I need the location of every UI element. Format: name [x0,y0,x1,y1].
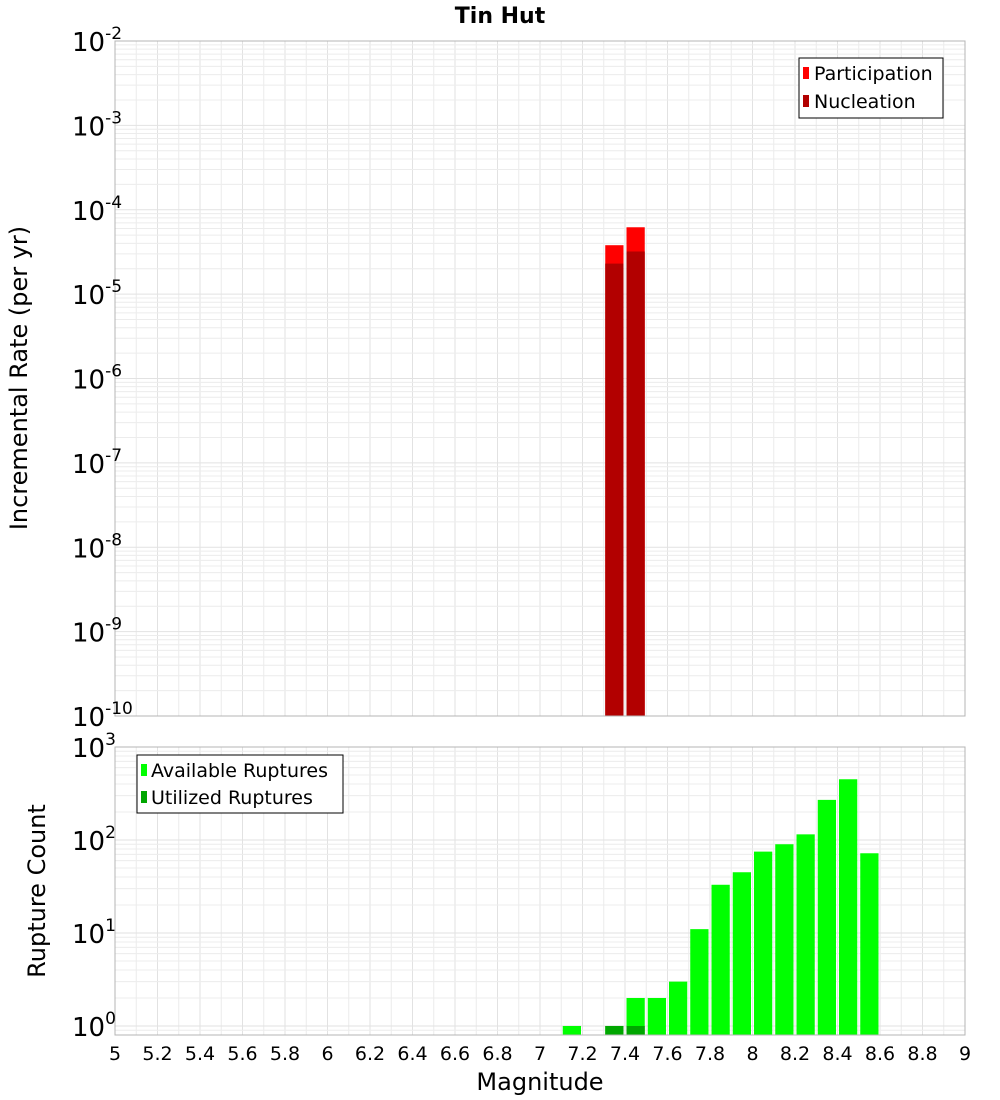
top-legend-box [798,57,944,119]
x-tick-label: 6.6 [440,1043,470,1065]
x-tick-label: 6.4 [397,1043,427,1065]
plot-frame-top [114,40,966,717]
x-tick-label: 9 [959,1043,971,1065]
bar-available-ruptures [626,997,645,1035]
y-tick-label: 10-3 [72,108,122,142]
legend-swatch-participation [803,67,809,79]
y-ticks-top: 10-10 10-9 10-8 10-7 10-6 10-5 10-4 10-3 10-2 [72,24,133,733]
x-tick-label: 7.6 [652,1043,682,1065]
x-tick-label: 8.6 [865,1043,895,1065]
legend-label-participation: Participation [814,63,933,85]
legend-label-nucleation: Nucleation [814,91,916,113]
legend-swatch-available [141,764,147,776]
x-ticks-bottom: 5 5.2 5.4 5.6 5.8 6 6.2 6.4 6.6 6.8 7 7.2 7.4 7.6 7.8 8… [109,1043,971,1065]
y-tick-label: 10-6 [72,362,122,396]
x-tick-label: 5.8 [270,1043,300,1065]
bar-available-ruptures [669,981,688,1035]
x-tick-label: 5.6 [227,1043,257,1065]
bar-available-ruptures [690,929,709,1035]
x-tick-label: 6 [321,1043,333,1065]
bar-available-ruptures [562,1025,581,1035]
bars-top [605,227,645,717]
x-tick-label: 5 [109,1043,121,1065]
y-tick-label: 10-10 [72,699,133,733]
x-tick-label: 8.8 [907,1043,937,1065]
bar-nucleation [605,263,624,716]
y-tick-label: 10-7 [72,446,122,480]
x-axis-label: Magnitude [476,1068,603,1096]
y-tick-label: 101 [72,916,116,950]
bar-available-ruptures [775,844,794,1035]
bar-utilized-ruptures [605,1025,624,1035]
x-tick-label: 7.4 [610,1043,640,1065]
bar-available-ruptures [796,834,815,1035]
bar-available-ruptures [732,872,751,1035]
x-tick-label: 7.2 [567,1043,597,1065]
x-tick-label: 7 [534,1043,546,1065]
bar-available-ruptures [711,884,730,1035]
x-tick-label: 8.2 [780,1043,810,1065]
bar-nucleation [626,251,645,716]
bottom-y-axis-label: Rupture Count [23,804,51,978]
top-plot-area: 10-10 10-9 10-8 10-7 10-6 10-5 10-4 10-3 10-2 [72,24,966,733]
bar-available-ruptures [754,851,773,1035]
x-tick-label: 5.2 [142,1043,172,1065]
y-tick-label: 10-2 [72,24,122,58]
bottom-legend-box [136,754,344,814]
bar-available-ruptures [839,779,858,1035]
y-tick-label: 10-4 [72,193,122,227]
bars-bottom [562,779,879,1035]
y-tick-label: 10-8 [72,530,122,564]
bottom-legend: Available Ruptures Utilized Ruptures [136,754,344,814]
y-tick-label: 103 [72,730,116,764]
plot-frame-bottom [114,746,966,1036]
y-tick-label: 102 [72,823,116,857]
bar-available-ruptures [647,997,666,1035]
legend-swatch-utilized [141,791,147,803]
x-tick-label: 6.2 [355,1043,385,1065]
x-tick-label: 6.8 [482,1043,512,1065]
bar-utilized-ruptures [626,1025,645,1035]
x-tick-label: 7.8 [695,1043,725,1065]
y-tick-label: 10-5 [72,277,122,311]
bar-available-ruptures [860,853,879,1035]
x-tick-label: 8 [746,1043,758,1065]
chart-title: Tin Hut [455,4,546,29]
legend-swatch-nucleation [803,95,809,107]
legend-label-available: Available Ruptures [151,760,328,782]
top-legend: Participation Nucleation [798,57,944,119]
x-tick-label: 5.4 [185,1043,215,1065]
x-tick-label: 8.4 [822,1043,852,1065]
bar-available-ruptures [817,799,836,1035]
grid-top [114,40,966,717]
y-tick-label: 10-9 [72,615,122,649]
legend-label-utilized: Utilized Ruptures [151,787,313,809]
top-y-axis-label: Incremental Rate (per yr) [5,226,33,530]
y-tick-label: 100 [72,1009,116,1043]
y-ticks-bottom: 100 101 102 103 [72,730,116,1043]
